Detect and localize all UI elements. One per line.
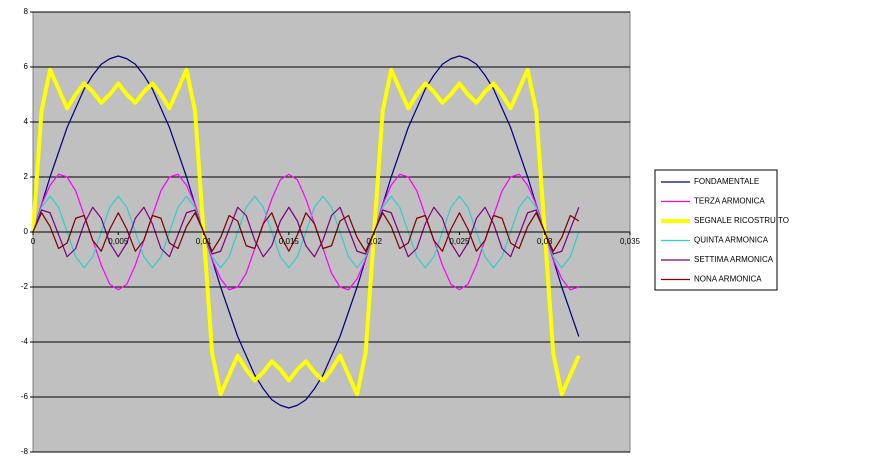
- legend-entries: FONDAMENTALE TERZA ARMONICA SEGNALE RICOST…: [661, 177, 789, 284]
- y-tick-label: -6: [21, 392, 29, 401]
- y-tick-label: -2: [21, 282, 29, 291]
- y-tick-label: 4: [24, 117, 29, 126]
- series-line: [32, 206, 580, 258]
- x-tick-label: 0,005: [108, 237, 129, 246]
- x-tick-label: 0,03: [537, 237, 553, 246]
- legend-label: FONDAMENTALE: [694, 177, 759, 186]
- x-tick-label: 0,015: [279, 237, 300, 246]
- series-line: [32, 55, 580, 409]
- x-tick-label: 0,025: [449, 237, 470, 246]
- y-tick-label: -8: [21, 447, 29, 456]
- legend-label: TERZA ARMONICA: [694, 197, 765, 206]
- y-tick-label: -4: [21, 337, 29, 346]
- legend-label: QUINTA ARMONICA: [694, 236, 769, 245]
- x-tick-label: 0,035: [620, 237, 641, 246]
- legend-label: NONA ARMONICA: [694, 275, 762, 284]
- series-line: [31, 67, 581, 397]
- y-tick-label: 6: [24, 62, 29, 71]
- x-tick-label: 0,01: [196, 237, 212, 246]
- legend-label: SETTIMA ARMONICA: [694, 255, 774, 264]
- y-tick-label: 8: [24, 7, 29, 16]
- legend: [654, 169, 778, 291]
- grid: [33, 11, 630, 453]
- x-tick-label: 0: [31, 237, 36, 246]
- y-tick-label: 0: [24, 227, 29, 236]
- legend-label: SEGNALE RICOSTRUITO: [694, 216, 789, 225]
- x-tick-label: 0,02: [366, 237, 382, 246]
- y-tick-label: 2: [24, 172, 29, 181]
- lines: [31, 55, 581, 409]
- ticks: -8 -6 -4 -2 0 2 4 6 8 0 0,005 0,01 0,015 0,02 0,025 0,0…: [21, 7, 641, 456]
